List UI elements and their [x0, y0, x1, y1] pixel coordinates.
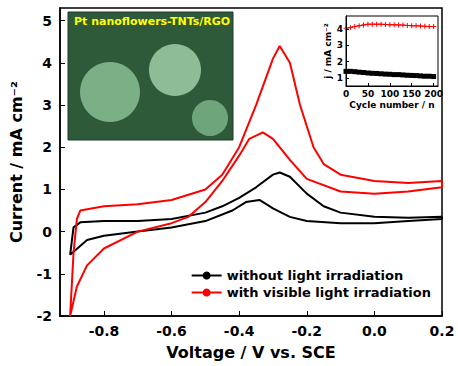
svg-text:without light irradiation: without light irradiation	[227, 268, 404, 283]
svg-text:4: 4	[337, 24, 343, 34]
svg-text:-0.6: -0.6	[156, 323, 187, 339]
svg-text:Current / mA cm⁻²: Current / mA cm⁻²	[7, 81, 26, 243]
svg-text:-0.2: -0.2	[291, 323, 322, 339]
svg-text:-2: -2	[36, 308, 52, 324]
svg-text:1: 1	[337, 73, 343, 83]
svg-text:0.0: 0.0	[362, 323, 387, 339]
svg-text:3: 3	[337, 40, 343, 50]
svg-text:150: 150	[402, 89, 421, 99]
svg-text:2: 2	[42, 139, 52, 155]
svg-text:200: 200	[424, 89, 443, 99]
svg-text:2: 2	[337, 57, 343, 67]
svg-text:3: 3	[42, 97, 52, 113]
svg-text:0: 0	[42, 224, 52, 240]
svg-text:-0.8: -0.8	[89, 323, 120, 339]
svg-text:Voltage / V vs. SCE: Voltage / V vs. SCE	[166, 343, 335, 362]
svg-text:with visible light irradiation: with visible light irradiation	[227, 285, 431, 300]
svg-text:Cycle number / n: Cycle number / n	[349, 100, 434, 110]
svg-text:-1: -1	[36, 266, 52, 282]
svg-text:4: 4	[42, 55, 52, 71]
svg-text:-0.4: -0.4	[224, 323, 255, 339]
svg-text:j / mA cm⁻²: j / mA cm⁻²	[323, 23, 333, 80]
svg-text:0: 0	[343, 89, 349, 99]
svg-text:50: 50	[362, 89, 375, 99]
svg-text:Pt nanoflowers-TNTs/RGO: Pt nanoflowers-TNTs/RGO	[74, 15, 230, 28]
svg-text:0.2: 0.2	[430, 323, 455, 339]
svg-text:1: 1	[42, 181, 52, 197]
svg-text:100: 100	[380, 89, 399, 99]
svg-text:5: 5	[42, 13, 52, 29]
